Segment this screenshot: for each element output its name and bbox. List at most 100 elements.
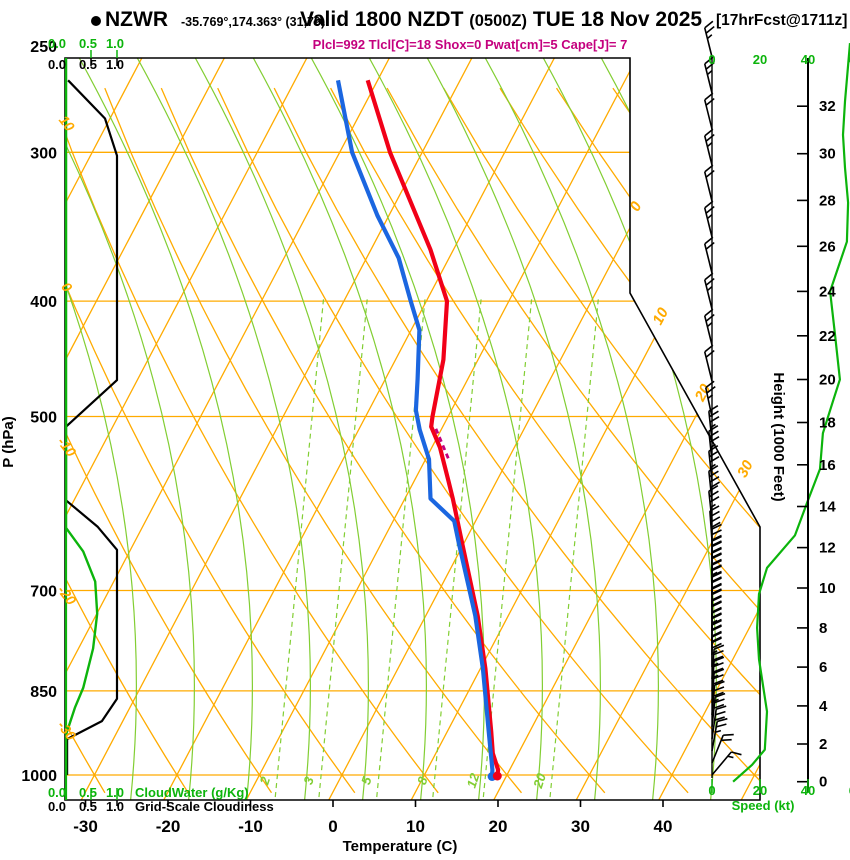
wind-barb (711, 733, 734, 764)
station-bullet-icon (91, 16, 101, 26)
wind-barbs (703, 20, 742, 776)
station-id: NZWR (105, 8, 168, 31)
forecast-run-info: [17hrFcst@1711z] (716, 12, 848, 29)
pressure-tick-label: 850 (30, 684, 57, 701)
skewt-background-grid (65, 58, 760, 800)
speed-tick-label-top: 20 (753, 52, 767, 67)
mixing-ratio-lines (273, 295, 600, 800)
mixing-ratio-label: 3 (300, 774, 317, 786)
pressure-tick-label: 500 (30, 409, 57, 426)
cloudiness-scale-bottom: 0.0 (48, 799, 66, 814)
cloudwater-scale-bottom: 0.0 (48, 785, 66, 800)
height-tick-label: 10 (819, 580, 836, 597)
mixing-ratio-label: 12 (464, 771, 483, 790)
wind-barb (703, 236, 715, 274)
cloudwater-scale-bottom: 1.0 (106, 785, 124, 800)
wind-barb (703, 308, 715, 346)
cloudiness-axis-label: Grid-Scale Cloudiness (135, 799, 274, 814)
wind-barb (703, 56, 715, 94)
height-tick-label: 0 (819, 774, 827, 791)
dewpoint-curve (335, 79, 495, 777)
cloudiness-scale-top: 0.5 (79, 57, 97, 72)
speed-axis-label: Speed (kt) (732, 798, 795, 813)
mixing-ratio-label: 20 (530, 771, 549, 791)
isotherm-label: 30 (734, 457, 757, 480)
pressure-tick-label: 400 (30, 294, 57, 311)
wind-barb (711, 692, 726, 728)
height-tick-label: 30 (819, 146, 836, 163)
speed-tick-label-top: 0 (708, 52, 715, 67)
wind-barb (703, 200, 715, 238)
cloudwater-axis-label: CloudWater (g/Kg) (135, 785, 249, 800)
isotherm-label: 10 (649, 304, 672, 327)
cloudiness-scale-top: 1.0 (106, 57, 124, 72)
pressure-axis-label: P (hPa) (0, 416, 17, 467)
wind-barb (704, 380, 716, 418)
wind-barb (711, 680, 725, 716)
station-coordinates: -35.769°,174.363° (31,79) (181, 15, 326, 29)
pressure-tick-label: 300 (30, 145, 57, 162)
temperature-axis-label: Temperature (C) (343, 838, 458, 855)
wind-barb (703, 272, 715, 310)
cloudiness-scale-bottom: 1.0 (106, 799, 124, 814)
wind-barb (711, 751, 742, 776)
speed-tick-label-top: 60 (849, 52, 850, 67)
height-tick-label: 12 (819, 540, 836, 557)
cloudiness-profile-curve (65, 79, 119, 775)
cloudwater-scale-top: 0.5 (79, 36, 97, 51)
cloudwater-profile-curve (65, 58, 99, 775)
cloudiness-scale-bottom: 0.5 (79, 799, 97, 814)
temperature-tick-label: 10 (406, 817, 425, 836)
valid-time-title: Valid 1800 NZDT (0500Z) TUE 18 Nov 2025 (300, 8, 702, 32)
height-tick-label: 16 (819, 457, 836, 474)
wind-barb (703, 164, 715, 202)
temperature-tick-label: -30 (73, 817, 98, 836)
height-tick-label: 20 (819, 372, 836, 389)
height-tick-label: 22 (819, 328, 836, 345)
height-tick-label: 28 (819, 192, 836, 209)
height-tick-label: 2 (819, 736, 827, 753)
wind-barb (703, 20, 715, 58)
valid-time-date: TUE 18 Nov 2025 (527, 8, 703, 31)
temperature-tick-label: -10 (238, 817, 263, 836)
cloudwater-scale-top: 0.0 (48, 36, 66, 51)
temperature-tick-label: 20 (489, 817, 508, 836)
speed-tick-label-top: 40 (801, 52, 815, 67)
height-tick-label: 8 (819, 620, 827, 637)
mixing-ratio-label: 2 (256, 774, 273, 787)
wind-barb (703, 344, 715, 382)
pressure-tick-label: 1000 (21, 768, 57, 785)
height-tick-label: 24 (819, 283, 836, 300)
dry-adiabat-label: -30 (54, 718, 79, 744)
wind-barb (711, 705, 727, 740)
height-axis-label: Height (1000 Feet) (770, 372, 787, 501)
wind-barb (711, 717, 728, 752)
temperature-tick-label: -20 (156, 817, 181, 836)
temperature-tick-label: 30 (571, 817, 590, 836)
pressure-tick-label: 700 (30, 584, 57, 601)
height-tick-label: 4 (819, 698, 828, 715)
mixing-ratio-label: 5 (358, 774, 375, 786)
valid-time-utc: (0500Z) (469, 12, 528, 30)
sounding-parameters: Plcl=992 Tlcl[C]=18 Shox=0 Pwat[cm]=5 Ca… (312, 37, 628, 52)
height-tick-label: 26 (819, 238, 836, 255)
height-tick-label: 18 (819, 415, 836, 432)
dry-adiabat-label: 10 (56, 112, 78, 134)
height-tick-label: 6 (819, 659, 827, 676)
parcel-path-segment (434, 428, 452, 463)
wind-barb (703, 92, 715, 130)
wind-barb (703, 128, 715, 166)
wind-speed-curve (732, 43, 850, 783)
valid-time-main: Valid 1800 NZDT (300, 8, 470, 31)
dry-adiabat-label: -10 (54, 434, 79, 460)
temperature-tick-label: 40 (654, 817, 673, 836)
wind-barb (711, 668, 725, 704)
wind-barb (708, 485, 720, 522)
cloudiness-scale-top: 0.0 (48, 57, 66, 72)
cloudwater-scale-bottom: 0.5 (79, 785, 97, 800)
height-tick-label: 32 (819, 98, 836, 115)
dry-adiabat-label: -20 (54, 582, 79, 608)
